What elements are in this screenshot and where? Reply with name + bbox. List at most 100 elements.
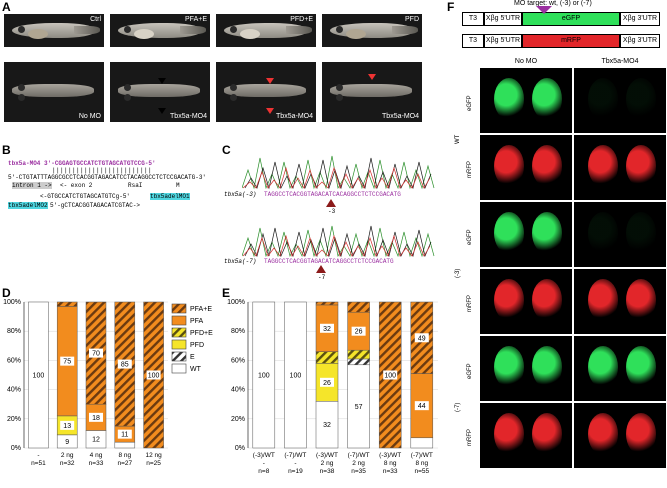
x-tick-label: (-3)/WT bbox=[316, 452, 338, 459]
x-tick-label: n=33 bbox=[89, 460, 104, 467]
panel-label-a: A bbox=[2, 0, 11, 14]
utr5-box: Xβg 5'UTR bbox=[484, 12, 522, 26]
bar-segment-wt bbox=[284, 301, 307, 449]
embryo-blob bbox=[588, 78, 618, 120]
intron-label: intron 1 -> bbox=[12, 182, 52, 189]
condition-label: Ctrl bbox=[90, 16, 101, 23]
c-row1-mark: -3 bbox=[328, 208, 336, 215]
embryo-blob bbox=[588, 212, 618, 254]
data-label: 44 bbox=[418, 403, 426, 410]
data-label-bg bbox=[383, 370, 398, 380]
egfp-image bbox=[574, 202, 666, 267]
data-label-bg bbox=[320, 377, 334, 387]
data-label: 32 bbox=[323, 326, 331, 333]
channel-label: mRFP bbox=[467, 294, 473, 312]
condition-label: PFD bbox=[405, 16, 419, 23]
fish-lateral-2: PFA+E bbox=[110, 14, 210, 47]
legend-swatch bbox=[171, 339, 187, 350]
embryo-blob bbox=[532, 78, 562, 120]
t3-box: T3 bbox=[462, 34, 484, 48]
channel-label: mRFP bbox=[467, 428, 473, 446]
construct-mrfp: T3 Xβg 5'UTR mRFP Xβg 3'UTR bbox=[462, 34, 660, 48]
utr3-box: Xβg 3'UTR bbox=[620, 12, 660, 26]
data-label-bg bbox=[146, 370, 161, 380]
x-tick-label: n=25 bbox=[146, 460, 161, 467]
x-tick-label: 8 ng bbox=[118, 452, 131, 459]
del-mo2-name: tbx5adelMO2 bbox=[8, 202, 48, 209]
red-arrowhead-icon bbox=[368, 74, 376, 80]
data-label: 100 bbox=[148, 373, 160, 380]
data-label: 26 bbox=[355, 329, 363, 336]
legend-label: E bbox=[190, 354, 195, 361]
bar-segment-pfd-plus-e bbox=[347, 349, 370, 360]
data-label-bg bbox=[117, 359, 132, 369]
mo4-pairing-ticks: ||||||||||||||||||||||||| bbox=[52, 167, 153, 174]
mrfp-image bbox=[574, 135, 666, 200]
black-arrowhead-icon bbox=[158, 108, 166, 114]
x-tick-label: n=33 bbox=[383, 468, 398, 475]
construct-egfp: T3 Xβg 5'UTR eGFP Xβg 3'UTR bbox=[462, 12, 660, 26]
black-arrowhead-icon bbox=[158, 78, 166, 84]
mrfp-image bbox=[574, 269, 666, 334]
x-tick-label: 4 ng bbox=[90, 452, 103, 459]
x-tick-label: n=32 bbox=[60, 460, 75, 467]
y-tick-label: 20% bbox=[231, 416, 245, 423]
egfp-image bbox=[480, 336, 572, 401]
data-label: 85 bbox=[121, 362, 129, 369]
data-label-bg bbox=[117, 429, 132, 439]
data-label-bg bbox=[60, 420, 75, 430]
egfp-image bbox=[480, 202, 572, 267]
embryo-blob bbox=[494, 279, 524, 321]
x-tick-label: 8 ng bbox=[384, 460, 397, 467]
del-mo1-name: tbx5adelMO1 bbox=[150, 193, 190, 200]
legend-swatch bbox=[171, 327, 187, 338]
fish-dorsal-4: Tbx5a-MO4 bbox=[322, 62, 422, 122]
y-tick-label: 0% bbox=[235, 445, 245, 452]
mrfp-image bbox=[480, 269, 572, 334]
data-label: 49 bbox=[418, 335, 426, 342]
embryo-blob bbox=[626, 212, 656, 254]
del-mo1-sequence: <-GTGCCATCTGTAGCATGTCg-5' bbox=[40, 193, 131, 200]
utr5-box: Xβg 5'UTR bbox=[484, 34, 522, 48]
bar-segment-pfa-plus-e bbox=[56, 301, 78, 307]
embryo-blob bbox=[494, 145, 524, 187]
fish-lateral-3: PFD+E bbox=[216, 14, 316, 47]
data-label-bg bbox=[89, 348, 103, 358]
y-tick-label: 60% bbox=[231, 357, 245, 364]
embryo-blob bbox=[494, 212, 524, 254]
x-tick-label: (-7)/WT bbox=[348, 452, 370, 459]
legend-label: PFD bbox=[190, 342, 204, 349]
fish-lateral-4: PFD bbox=[322, 14, 422, 47]
y-tick-label: 80% bbox=[231, 328, 245, 335]
x-tick-label: n=35 bbox=[351, 468, 366, 475]
col-header-mo4: Tbx5a-MO4 bbox=[601, 58, 639, 65]
bar-segment-pfa-plus-e bbox=[315, 301, 339, 306]
c-row1-sequence: TAGGCCTCACGGTAGACATCACAGGCCTCTCCGACATG bbox=[264, 191, 401, 198]
channel-label: eGFP bbox=[467, 228, 473, 245]
c-row2-mark: -7 bbox=[318, 274, 326, 281]
legend: PFA+E PFA PFD+E PFD E WT bbox=[171, 303, 213, 374]
embryo-blob bbox=[532, 346, 562, 388]
group-label: WT bbox=[455, 134, 461, 144]
embryo-blob bbox=[494, 413, 524, 455]
panel-label-c: C bbox=[222, 143, 231, 157]
condition-label: PFD+E bbox=[290, 16, 313, 23]
bar-segment-wt bbox=[410, 437, 434, 449]
data-label-bg bbox=[351, 326, 366, 336]
x-tick-label: 2 ng bbox=[61, 452, 74, 459]
data-label-bg bbox=[60, 356, 75, 366]
c-row2-sequence: TAGGCCTCACGGTAGACATCAGGCCTCTCCGACATG bbox=[264, 258, 394, 265]
condition-label: PFA+E bbox=[185, 16, 207, 23]
x-tick-label: n=8 bbox=[258, 468, 269, 475]
legend-label: PFA+E bbox=[190, 306, 212, 313]
data-label: 100 bbox=[290, 373, 302, 380]
y-tick-label: 20% bbox=[7, 416, 21, 423]
x-tick-label: (-7)/WT bbox=[284, 452, 306, 459]
channel-label: eGFP bbox=[467, 94, 473, 111]
deletion-marker-icon bbox=[316, 265, 326, 273]
genomic-sequence: 5'-CTGTATTTAGGCGCCTCACGGTAGACATCCTACAGGC… bbox=[8, 174, 207, 181]
channel-label: eGFP bbox=[467, 362, 473, 379]
x-tick-label: (-7)/WT bbox=[411, 452, 433, 459]
egfp-image bbox=[574, 68, 666, 133]
